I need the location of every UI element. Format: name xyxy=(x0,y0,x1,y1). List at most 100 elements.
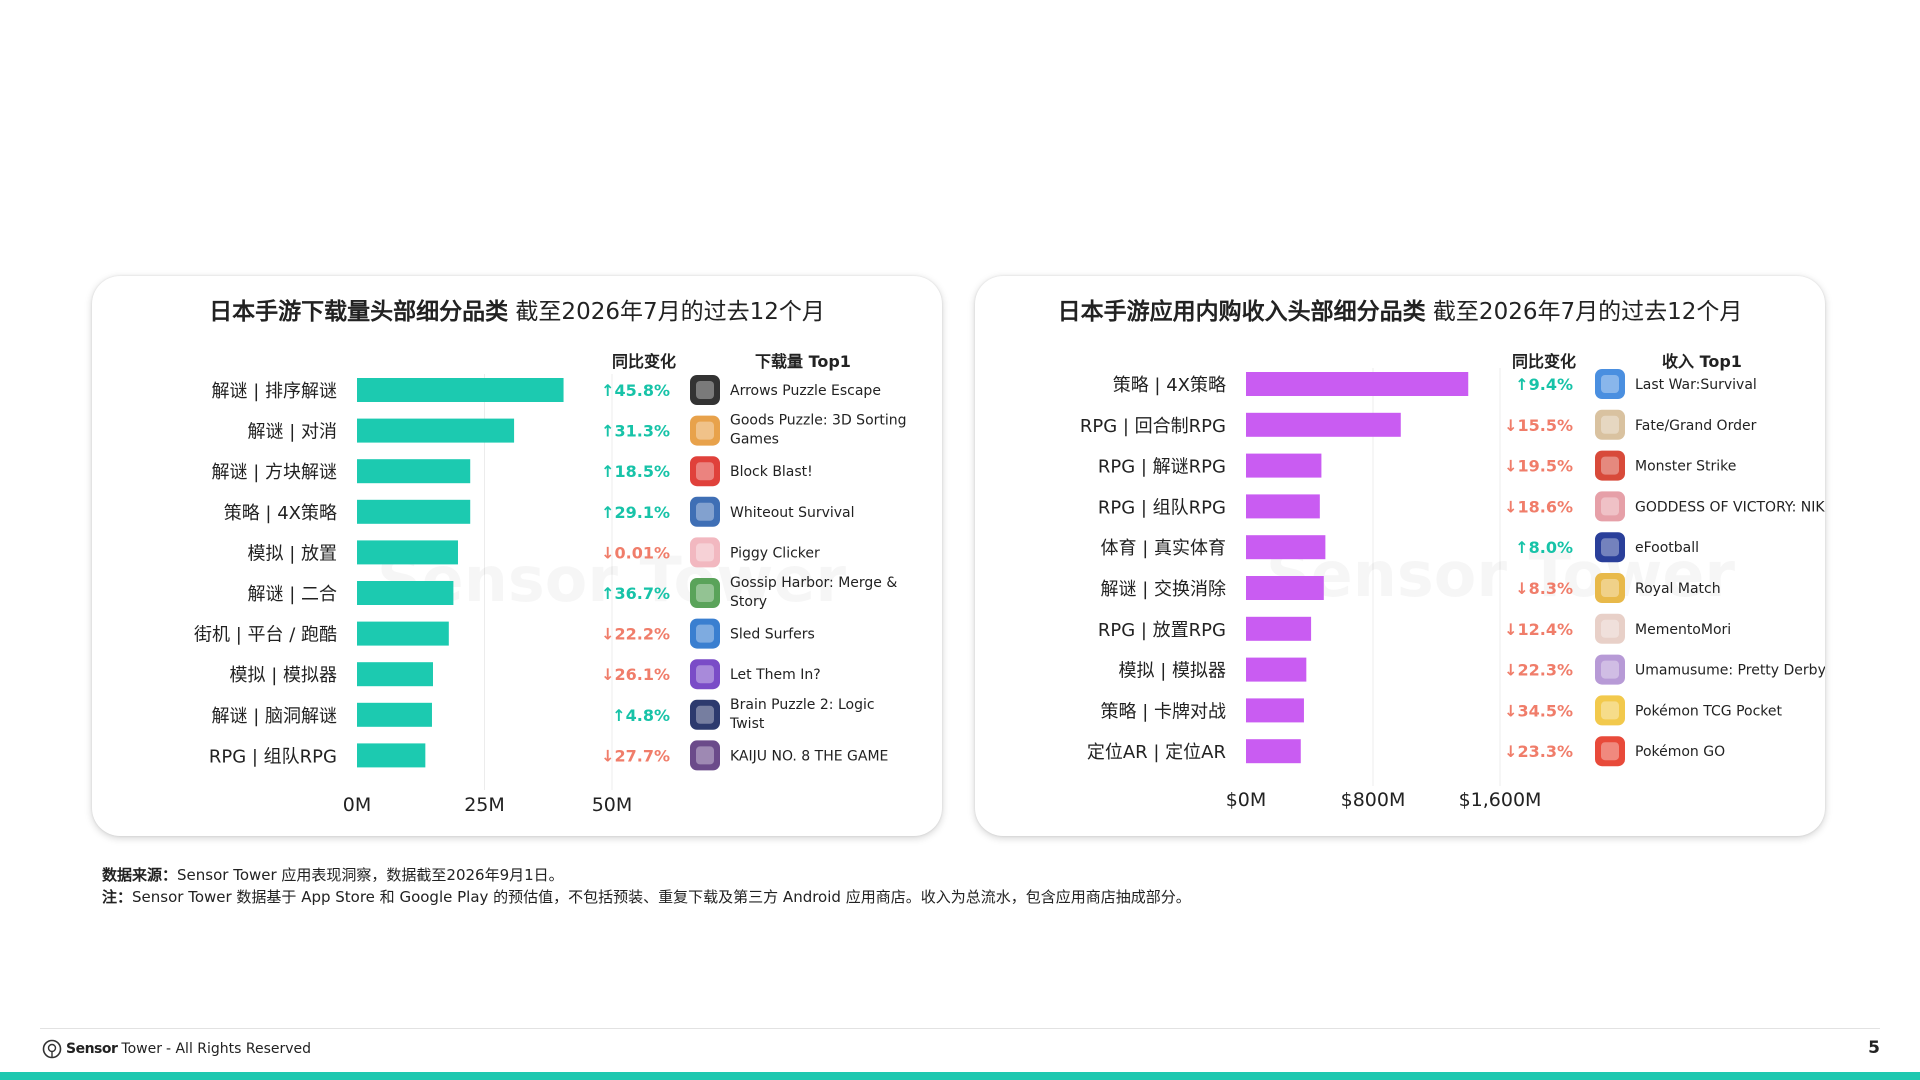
app-icon-detail xyxy=(696,462,714,481)
x-axis-tick-label: $800M xyxy=(1341,789,1406,811)
revenue-top1-header: 收入 Top1 xyxy=(1662,352,1742,371)
top1-game-name-line: Games xyxy=(730,432,779,448)
bar xyxy=(357,581,454,605)
downloads-title-main: 日本手游下载量头部细分品类 xyxy=(209,299,509,325)
app-icon-detail xyxy=(696,624,714,643)
app-icon-detail xyxy=(1601,701,1619,720)
app-icon-detail xyxy=(696,502,714,521)
pokemon-tcg-icon xyxy=(1595,695,1625,726)
x-axis-tick-label: $1,600M xyxy=(1459,789,1542,811)
category-label: RPG | 放置RPG xyxy=(1098,620,1226,641)
kaiju-icon xyxy=(690,740,720,771)
gossip-harbor-icon xyxy=(690,578,720,608)
category-label: 模拟 | 放置 xyxy=(247,543,337,564)
yoy-change-label: ↓22.3% xyxy=(1504,661,1573,680)
top1-game-name: Monster Strike xyxy=(1635,459,1736,475)
bar xyxy=(1246,494,1320,519)
data-source-note: 数据来源：Sensor Tower 应用表现洞察，数据截至2026年9月1日。 xyxy=(102,864,1191,886)
top1-game-name-line: Fate/Grand Order xyxy=(1635,418,1757,434)
note-text: Sensor Tower 数据基于 App Store 和 Google Pla… xyxy=(132,888,1191,906)
efootball-icon xyxy=(1595,532,1625,563)
revenue-panel: 日本手游应用内购收入头部细分品类 截至2026年7月的过去12个月 同比变化 收… xyxy=(975,276,1825,836)
bar xyxy=(357,459,471,484)
app-icon-detail xyxy=(1601,456,1619,475)
bar xyxy=(1246,576,1324,600)
app-icon-detail xyxy=(1601,415,1619,434)
top1-game-name: Block Blast! xyxy=(730,464,813,480)
bar xyxy=(357,743,426,768)
category-label: RPG | 组队RPG xyxy=(1098,497,1226,518)
app-icon-detail xyxy=(1601,375,1619,393)
goods-puzzle-icon xyxy=(690,415,720,446)
note-label: 注： xyxy=(102,888,133,906)
yoy-change-label: ↓26.1% xyxy=(601,665,670,684)
category-label: 解谜 | 二合 xyxy=(247,584,337,605)
top1-game-name-line: Gossip Harbor: Merge & xyxy=(730,575,897,591)
footer-divider xyxy=(40,1028,1880,1029)
bar xyxy=(357,378,564,402)
downloads-panel: 日本手游下载量头部细分品类 截至2026年7月的过去12个月 同比变化 下载量 … xyxy=(92,276,942,836)
methodology-note: 注：Sensor Tower 数据基于 App Store 和 Google P… xyxy=(102,886,1191,908)
x-axis-tick-label: 0M xyxy=(343,794,371,816)
yoy-change-label: ↓12.4% xyxy=(1504,620,1573,639)
downloads-top1-header: 下载量 Top1 xyxy=(755,352,851,371)
top1-game-name-line: Last War:Survival xyxy=(1635,377,1757,393)
data-source-label: 数据来源： xyxy=(102,866,178,884)
app-icon-detail xyxy=(696,421,714,440)
top1-game-name: KAIJU NO. 8 THE GAME xyxy=(730,748,888,764)
top1-game-name-line: Twist xyxy=(729,716,765,732)
yoy-change-label: ↑36.7% xyxy=(601,584,670,603)
top1-game-name: Royal Match xyxy=(1635,581,1721,597)
yoy-change-label: ↓18.6% xyxy=(1504,497,1573,516)
brain-puzzle-icon xyxy=(690,699,720,730)
top1-game-name-line: Arrows Puzzle Escape xyxy=(730,383,881,399)
yoy-change-label: ↓22.2% xyxy=(601,625,670,644)
category-label: 解谜 | 对消 xyxy=(247,422,337,443)
top1-game-name-line: Goods Puzzle: 3D Sorting xyxy=(730,413,907,429)
top1-game-name-line: KAIJU NO. 8 THE GAME xyxy=(730,748,888,764)
category-label: 解谜 | 交换消除 xyxy=(1100,579,1226,600)
top1-game-name: Pokémon GO xyxy=(1635,744,1725,760)
downloads-yoy-header: 同比变化 xyxy=(612,352,677,371)
royal-match-icon xyxy=(1595,573,1625,603)
category-label: 解谜 | 脑洞解谜 xyxy=(211,706,337,727)
pokemon-go-icon xyxy=(1595,736,1625,767)
app-icon-detail xyxy=(1601,742,1619,761)
app-icon-detail xyxy=(696,746,714,765)
top1-game-name: Fate/Grand Order xyxy=(1635,418,1757,434)
category-label: 解谜 | 排序解谜 xyxy=(211,381,337,402)
revenue-title-period: 截至2026年7月的过去12个月 xyxy=(1425,299,1743,325)
revenue-title-main: 日本手游应用内购收入头部细分品类 xyxy=(1057,299,1426,325)
bar xyxy=(1246,657,1307,682)
top1-game-name-line: Pokémon TCG Pocket xyxy=(1635,703,1782,719)
bar xyxy=(1246,739,1301,764)
let-them-in-icon xyxy=(690,659,720,690)
yoy-change-label: ↓15.5% xyxy=(1504,416,1573,435)
app-icon-detail xyxy=(1601,497,1619,516)
bottom-accent-bar xyxy=(0,1072,1920,1080)
top1-game-name: GODDESS OF VICTORY: NIKKE xyxy=(1635,499,1825,515)
bar xyxy=(1246,412,1401,437)
top1-game-name-line: Royal Match xyxy=(1635,581,1721,597)
top1-game-name-line: Block Blast! xyxy=(730,464,813,480)
app-icon-detail xyxy=(696,705,714,724)
yoy-change-label: ↑4.8% xyxy=(612,706,670,725)
arrows-icon xyxy=(690,375,720,405)
last-war-icon xyxy=(1595,369,1625,399)
top1-game-name-line: Pokémon GO xyxy=(1635,744,1725,760)
bar xyxy=(357,540,458,565)
revenue-chart-title: 日本手游应用内购收入头部细分品类 截至2026年7月的过去12个月 xyxy=(975,292,1825,326)
x-axis-tick-label: 50M xyxy=(592,794,633,816)
app-icon-detail xyxy=(1601,538,1619,557)
top1-game-name-line: Story xyxy=(730,594,767,610)
category-label: RPG | 回合制RPG xyxy=(1080,416,1226,437)
yoy-change-label: ↑29.1% xyxy=(601,503,670,522)
monster-strike-icon xyxy=(1595,450,1625,481)
top1-game-name: Brain Puzzle 2: Logic Twist xyxy=(729,697,875,732)
bar xyxy=(357,662,433,687)
block-blast-icon xyxy=(690,456,720,487)
yoy-change-label: ↑9.4% xyxy=(1515,375,1573,394)
category-label: 策略 | 卡牌对战 xyxy=(1100,701,1226,722)
footer-brand: Sensor Tower - All Rights Reserved xyxy=(42,1039,311,1059)
